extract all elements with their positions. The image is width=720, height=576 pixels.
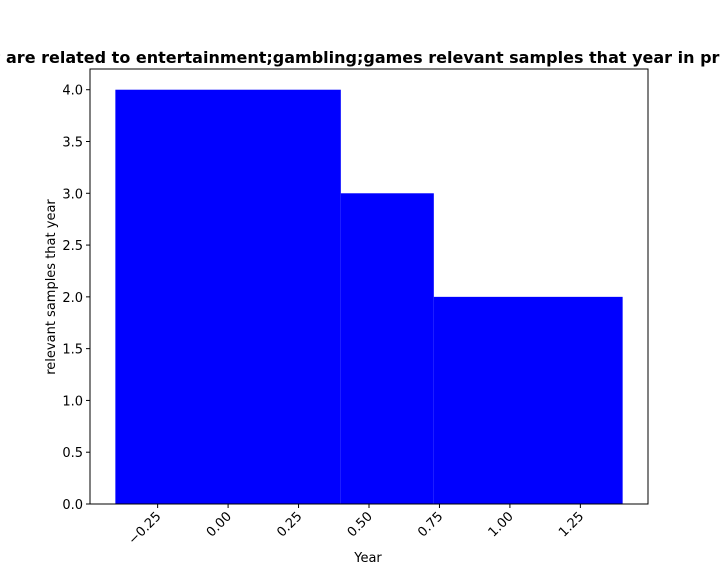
y-tick-label: 0.0 xyxy=(62,498,83,513)
y-tick-label: 0.5 xyxy=(62,446,83,461)
bar-3 xyxy=(433,296,623,504)
bar-2 xyxy=(340,193,434,505)
y-tick-label: 3.0 xyxy=(62,187,83,202)
y-axis-ticks: 0.0 0.5 1.0 1.5 2.0 2.5 3.0 3.5 4.0 xyxy=(62,84,90,513)
x-tick-label: 0.00 xyxy=(204,509,235,540)
y-tick-label: 2.0 xyxy=(62,291,83,306)
y-tick-label: 1.5 xyxy=(62,343,83,358)
x-tick-label: 0.50 xyxy=(345,509,376,540)
y-tick-label: 4.0 xyxy=(62,84,83,99)
y-tick-label: 3.5 xyxy=(62,136,83,151)
x-tick-label: 0.25 xyxy=(274,509,305,540)
x-tick-label: 1.00 xyxy=(486,509,517,540)
y-tick-label: 2.5 xyxy=(62,239,83,254)
chart-title: Samples that are related to entertainmen… xyxy=(0,48,720,67)
y-tick-label: 1.0 xyxy=(62,394,83,409)
bar-1 xyxy=(115,89,341,504)
x-axis-ticks: −0.25 0.00 0.25 0.50 0.75 1.00 1.25 xyxy=(126,504,587,548)
x-tick-label: 1.25 xyxy=(556,509,587,540)
y-axis-label: relevant samples that year xyxy=(44,199,59,375)
x-axis-label: Year xyxy=(353,551,382,566)
x-tick-label: 0.75 xyxy=(415,509,446,540)
x-tick-label: −0.25 xyxy=(126,509,165,548)
bars-group xyxy=(115,89,623,505)
